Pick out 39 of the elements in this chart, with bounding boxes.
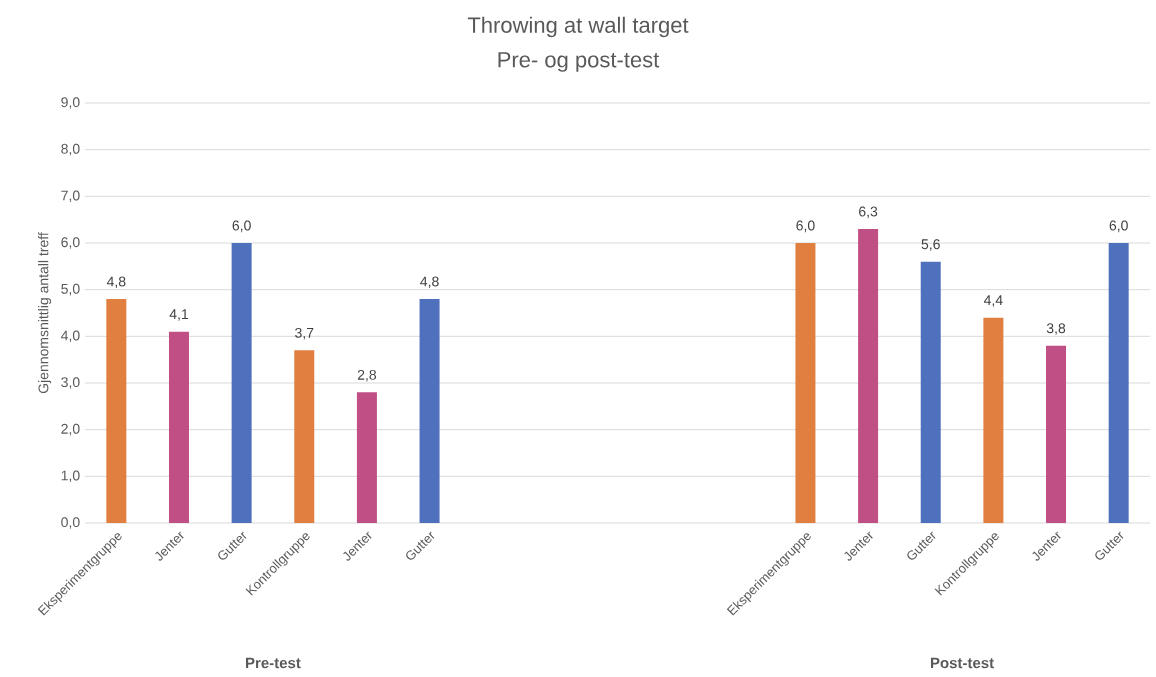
- bar: [356, 392, 377, 523]
- data-label: 6,0: [232, 220, 251, 233]
- chart-subtitle: Pre- og post-test: [498, 52, 660, 72]
- y-axis-title: Gjennomsnittlig antall treff: [38, 232, 52, 394]
- bar: [419, 298, 440, 523]
- y-tick-label: 1,0: [61, 470, 80, 483]
- y-tick-label: 5,0: [61, 283, 80, 296]
- bar: [168, 331, 189, 523]
- data-label: 2,8: [357, 369, 377, 382]
- text: Pre-test: [246, 657, 301, 669]
- data-label: 5,6: [921, 239, 940, 251]
- bar: [231, 242, 252, 523]
- bar: [106, 298, 127, 523]
- data-label: 4,8: [106, 276, 126, 289]
- bar: [1108, 242, 1129, 523]
- bar: [1046, 345, 1067, 523]
- data-label: 3,7: [295, 327, 314, 340]
- data-label: 4,4: [983, 295, 1003, 307]
- bar: [920, 261, 941, 523]
- y-tick-label: 0,0: [61, 517, 80, 529]
- y-tick-label: 8,0: [61, 143, 80, 156]
- y-tick-label: 4,0: [61, 330, 80, 343]
- data-label: 4,8: [420, 276, 439, 289]
- bar: [858, 229, 879, 523]
- y-tick-label: 6,0: [61, 237, 80, 249]
- data-label: 4,1: [169, 309, 189, 321]
- bar: [294, 350, 315, 523]
- bar: [795, 242, 816, 523]
- text: Post-test: [930, 657, 994, 669]
- data-label: 6,0: [1109, 220, 1128, 233]
- y-tick-label: 2,0: [61, 423, 80, 436]
- data-label: 3,8: [1046, 323, 1066, 335]
- bar: [983, 317, 1004, 523]
- data-label: 6,0: [796, 220, 815, 233]
- y-tick-label: 7,0: [61, 190, 80, 203]
- y-tick-label: 3,0: [61, 377, 80, 389]
- y-tick-label: 9,0: [61, 97, 80, 109]
- chart-title: Throwing at wall target: [467, 16, 689, 38]
- data-label: 6,3: [859, 206, 878, 219]
